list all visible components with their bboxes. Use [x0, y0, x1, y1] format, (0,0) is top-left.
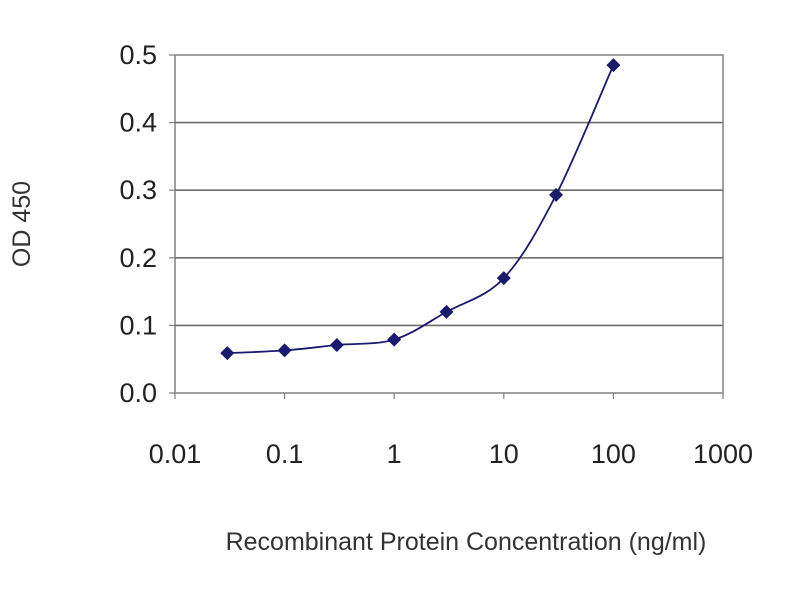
y-tick-label-0: 0.0	[119, 378, 157, 408]
x-axis-title: Recombinant Protein Concentration (ng/ml…	[226, 528, 707, 556]
data-point-4	[439, 304, 454, 319]
x-tick-label-2: 1	[387, 439, 402, 469]
y-axis-title: OD 450	[8, 181, 36, 267]
plot-area	[174, 54, 724, 394]
x-tick-label-1: 0.1	[266, 439, 304, 469]
data-point-1	[277, 343, 292, 358]
y-tick-label-1: 0.1	[119, 310, 157, 340]
data-point-5	[496, 271, 511, 286]
x-axis-ticks: 0.01 0.1 1 10 100 1000	[149, 393, 753, 469]
y-tick-label-2: 0.2	[119, 243, 157, 273]
y-axis-ticks: 0.0 0.1 0.2 0.3 0.4 0.5	[119, 40, 175, 408]
data-point-3	[387, 332, 402, 347]
gridlines	[175, 121, 723, 327]
data-point-2	[329, 338, 344, 353]
data-point-0	[220, 346, 235, 361]
data-point-7	[606, 58, 621, 73]
x-tick-label-3: 10	[489, 439, 519, 469]
y-tick-label-3: 0.3	[119, 175, 157, 205]
x-tick-label-0: 0.01	[149, 439, 202, 469]
data-points	[220, 58, 621, 361]
y-tick-label-4: 0.4	[119, 108, 157, 138]
data-point-6	[549, 187, 564, 202]
x-tick-label-4: 100	[591, 439, 636, 469]
x-tick-label-5: 1000	[693, 439, 753, 469]
y-tick-label-5: 0.5	[119, 40, 157, 70]
